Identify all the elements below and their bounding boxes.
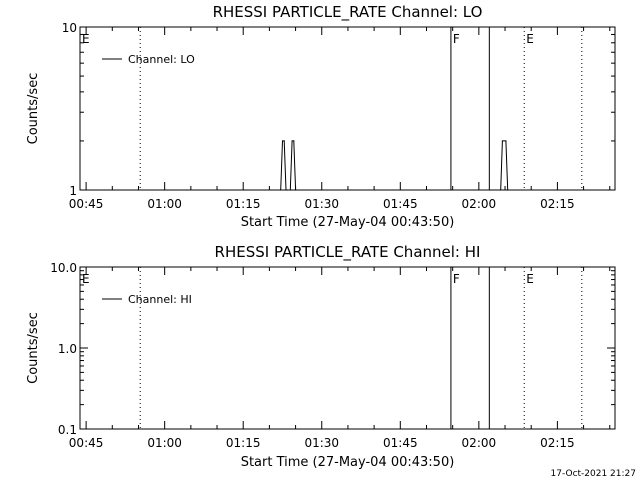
data-point (283, 140, 285, 142)
x-tick-label: 01:15 (226, 436, 261, 450)
chart-panel-1: RHESSI PARTICLE_RATE Channel: LO E F E 00:45… (26, 3, 616, 230)
y-axis-label: Counts/sec (26, 73, 41, 145)
x-tick-label: 01:30 (304, 436, 339, 450)
x-tick-label: 01:15 (226, 197, 261, 211)
x-axis-label: Start Time (27-May-04 00:43:50) (241, 455, 455, 470)
data-point (289, 189, 291, 191)
chart-title: RHESSI PARTICLE_RATE Channel: LO (213, 3, 483, 22)
chart-panel-2: RHESSI PARTICLE_RATE Channel: HI E F E 00:45… (26, 243, 616, 470)
event-marker-label: E (526, 272, 534, 286)
y-tick-label: 1 (69, 184, 77, 198)
legend-label: Channel: LO (128, 53, 195, 66)
x-tick-label: 01:00 (147, 197, 182, 211)
x-tick-label: 00:45 (69, 197, 104, 211)
data-point (294, 189, 297, 191)
x-tick-label: 02:00 (462, 436, 497, 450)
series-line (280, 140, 509, 191)
legend-label: Channel: HI (128, 293, 192, 306)
data-point (500, 189, 502, 191)
data-point (507, 189, 509, 191)
data-point (280, 189, 282, 191)
plot-frame (79, 266, 616, 430)
event-marker-label: F (453, 272, 460, 286)
x-tick-label: 01:30 (304, 197, 339, 211)
y-tick-label: 10.0 (50, 261, 77, 275)
y-tick-label: 1.0 (58, 342, 77, 356)
x-tick-label: 02:00 (462, 197, 497, 211)
x-tick-label: 02:15 (540, 436, 575, 450)
data-point (505, 140, 507, 142)
x-tick-label: 02:15 (540, 197, 575, 211)
x-axis-label: Start Time (27-May-04 00:43:50) (241, 215, 455, 230)
data-point (501, 140, 504, 142)
y-tick-label: 10 (62, 21, 77, 35)
x-tick-label: 01:00 (147, 436, 182, 450)
x-tick-label: 01:45 (383, 436, 418, 450)
event-marker-label: E (526, 32, 534, 46)
y-axis-label: Counts/sec (26, 312, 41, 384)
y-tick-label: 0.1 (58, 423, 77, 437)
event-marker-label: F (453, 32, 460, 46)
event-marker-label: E (82, 32, 90, 46)
chart-title: RHESSI PARTICLE_RATE Channel: HI (215, 243, 481, 262)
plot-frame (79, 26, 616, 191)
data-point (291, 140, 293, 142)
footer-timestamp: 17-Oct-2021 21:27 (551, 469, 636, 479)
event-marker-label: E (82, 272, 90, 286)
data-point (287, 189, 289, 191)
x-tick-label: 01:45 (383, 197, 418, 211)
x-tick-label: 00:45 (69, 436, 104, 450)
data-point (281, 140, 284, 142)
data-point (285, 189, 287, 191)
data-point (293, 140, 295, 142)
